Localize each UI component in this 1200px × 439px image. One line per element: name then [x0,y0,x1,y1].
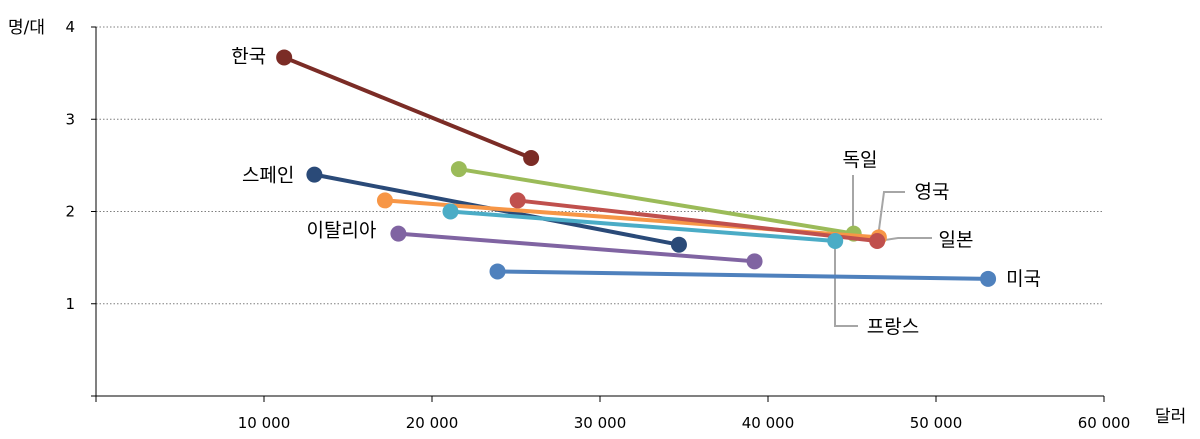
series-layer [276,49,997,287]
label-leader-line [877,191,905,238]
series-line [495,269,991,281]
x-tick-label: 40 000 [742,414,795,432]
x-tick-label: 60 000 [1078,414,1131,432]
series-0 [276,49,540,166]
series-label: 한국 [231,45,266,67]
data-point [450,161,467,178]
x-tick-label: 10 000 [238,414,291,432]
data-point [980,270,997,287]
series-label: 미국 [1006,268,1041,290]
series-line [282,55,534,160]
series-line [448,209,838,244]
axis-layer: 1 2 3 4 10 000 20 000 30 000 40 000 50 000 60 000 [65,18,1130,432]
series-label: 이탈리아 [306,220,376,242]
y-tick-label: 1 [65,295,75,313]
data-point [376,192,393,209]
data-point [670,236,687,253]
data-point [306,166,323,183]
series-label: 일본 [939,229,974,251]
data-point [276,49,293,66]
x-tick-label: 20 000 [406,414,459,432]
data-point [827,233,844,250]
grid-layer [96,26,1104,305]
series-line [515,198,880,244]
x-tick-label: 30 000 [574,414,627,432]
data-point [442,203,459,220]
series-label: 영국 [915,181,950,203]
x-tick-label: 50 000 [910,414,963,432]
x-axis-unit: 달러 [1155,407,1186,427]
series-line [456,167,856,236]
y-tick-label: 3 [65,110,75,128]
label-leader-line [834,242,858,327]
data-point [390,225,407,242]
data-point [489,263,506,280]
data-point [746,253,763,270]
y-tick-label: 4 [65,18,75,36]
series-label: 스페인 [242,165,294,187]
series-7 [489,263,997,287]
series-label: 독일 [843,149,878,171]
series-line [396,231,757,264]
data-point [523,149,540,166]
series-5 [509,192,886,250]
y-tick-label: 2 [65,203,75,221]
data-point [509,192,526,209]
series-2 [390,225,763,270]
data-point [869,233,886,250]
series-6 [442,203,844,250]
y-axis-unit: 명/대 [8,18,45,38]
series-label: 프랑스 [867,316,919,338]
